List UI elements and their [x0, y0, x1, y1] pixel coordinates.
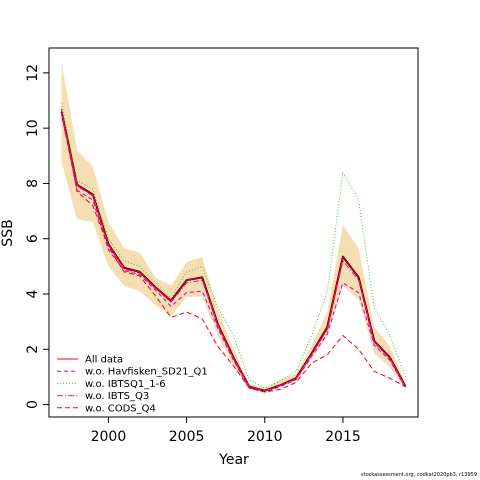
y-axis: 0 2 4 6 8 10 12 [25, 64, 50, 409]
credit-text: stockassessment.org, codkat2020pb3, r139… [361, 472, 477, 478]
legend-label: All data [85, 355, 123, 366]
legend-label: w.o. CODS_Q4 [85, 403, 156, 414]
legend-label: w.o. IBTS_Q3 [85, 391, 149, 402]
series-line-4 [61, 112, 406, 392]
y-tick-label: 0 [25, 400, 41, 409]
legend-label: w.o. IBTSQ1_1-6 [85, 379, 166, 390]
y-tick-label: 4 [25, 289, 41, 298]
y-axis-label: SSB [0, 219, 16, 246]
x-tick-label: 2015 [325, 429, 361, 445]
y-tick-label: 10 [25, 119, 41, 137]
y-tick-label: 6 [25, 234, 41, 243]
y-tick-label: 2 [25, 345, 41, 354]
y-tick-label: 12 [25, 64, 41, 82]
x-axis-label: Year [218, 452, 249, 468]
series-line-1 [61, 111, 406, 392]
y-tick-label: 8 [25, 179, 41, 188]
confidence-band [61, 61, 406, 393]
series-layer [60, 103, 407, 393]
x-tick-label: 2000 [91, 429, 127, 445]
confidence-band-layer [61, 61, 406, 393]
x-axis: 2000 2005 2010 2015 [91, 416, 361, 445]
x-tick-label: 2010 [247, 429, 283, 445]
series-line-5 [61, 108, 406, 393]
legend-label: w.o. Havfisken_SD21_Q1 [85, 367, 208, 378]
x-tick-label: 2005 [169, 429, 205, 445]
series-line-3 [61, 103, 406, 389]
